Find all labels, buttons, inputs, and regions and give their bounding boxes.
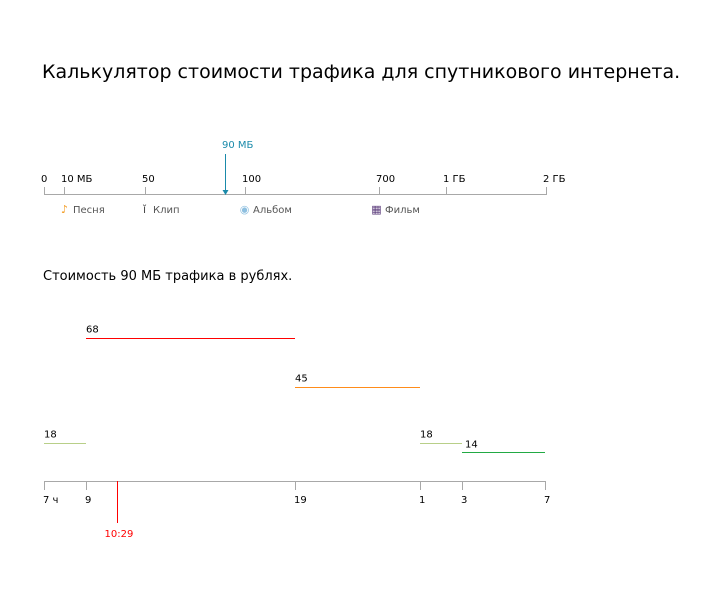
cost-label: 18 [420,430,433,441]
time-tick-label: 3 [461,495,467,506]
legend-label: Песня [73,204,105,216]
cost-label: 18 [44,430,57,441]
scale-tick-label: 700 [376,174,395,185]
scale-tick-label: 0 [41,174,47,185]
legend-item-4[interactable]: ▦ Фильм [371,204,420,216]
microphone-icon: ǐ [142,203,147,216]
time-tick-label: 19 [294,495,307,506]
cost-label: 68 [86,325,99,336]
cd-disc-icon: ◉ [239,203,250,216]
legend-label: Клип [153,204,180,216]
legend-item-1[interactable]: ♪ Песня [59,204,105,216]
current-time-label: 10:29 [105,529,134,540]
time-tick-label: 1 [419,495,425,506]
time-tick-label: 7 [544,495,550,506]
time-tick-label: 9 [85,495,91,506]
scale-tick-label: 2 ГБ [543,174,566,185]
cost-label: 14 [465,440,478,451]
traffic-scale[interactable]: 0 10 МБ 50 100 700 1 ГБ 2 ГБ 90 МБ [0,0,701,240]
film-icon: ▦ [371,203,382,216]
cost-label: 45 [295,374,308,385]
traffic-marker-label: 90 МБ [222,140,254,151]
scale-tick-label: 100 [242,174,261,185]
cost-subtitle: Стоимость 90 МБ трафика в рублях. [43,269,293,284]
scale-tick-label: 10 МБ [61,174,93,185]
traffic-marker-arrow-icon [222,190,229,195]
page-title: Калькулятор стоимости трафика для спутни… [42,61,681,83]
music-note-icon: ♪ [60,203,69,216]
legend-item-2[interactable]: ǐ Клип [139,204,180,216]
legend-label: Фильм [385,204,420,216]
time-tick-label: 7 ч [43,495,58,506]
scale-tick-label: 1 ГБ [443,174,466,185]
scale-tick-label: 50 [142,174,155,185]
legend-item-3[interactable]: ◉ Альбом [239,204,292,216]
legend-label: Альбом [253,204,292,216]
